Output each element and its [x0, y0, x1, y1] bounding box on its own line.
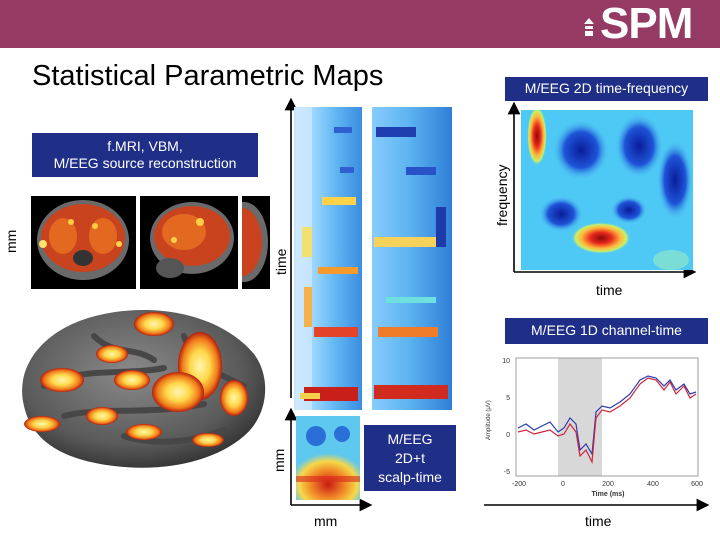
sagittal-slice-image — [140, 196, 238, 289]
time-frequency-map-image — [521, 110, 693, 270]
time-strip-y-axis-label: time — [273, 248, 289, 275]
channel-time-plot: Amplitude (μV) 10 5 0 -5 -200 0 200 400 … — [480, 350, 705, 500]
axial-slice-image — [242, 196, 270, 289]
scalp-y-axis-label: mm — [271, 448, 287, 472]
fmri-y-axis-label: mm — [3, 229, 19, 253]
scalp-time-label-box: M/EEG 2D+t scalp-time — [364, 425, 456, 491]
erp-y-tick: 10 — [502, 358, 510, 365]
erp-x-tick: 0 — [561, 481, 565, 488]
erp-x-tick: 600 — [691, 481, 703, 488]
fmri-label-box: f.MRI, VBM, M/EEG source reconstruction — [32, 133, 258, 177]
inflated-brain-surface-image — [22, 310, 266, 468]
time-frequency-x-axis-label: time — [596, 282, 623, 298]
channel-time-label-box: M/EEG 1D channel-time — [505, 318, 708, 344]
page-title: Statistical Parametric Maps — [32, 60, 384, 92]
erp-y-tick: 5 — [506, 395, 510, 402]
coronal-slice-image — [31, 196, 136, 289]
channel-time-plot-svg: Amplitude (μV) 10 5 0 -5 -200 0 200 400 … — [486, 357, 703, 498]
time-frequency-label-box: M/EEG 2D time-frequency — [505, 77, 708, 101]
time-strip-image-2 — [366, 107, 452, 410]
time-strip-image-1 — [294, 107, 362, 410]
erp-trace-blue — [517, 375, 697, 456]
scalp-time-map-image — [296, 416, 360, 500]
erp-y-tick: 0 — [506, 432, 510, 439]
spm-logo: SPM — [600, 0, 693, 48]
erp-y-axis-label: Amplitude (μV) — [486, 400, 492, 440]
channel-time-x-axis-label: time — [585, 513, 612, 529]
spm-mark-icon — [584, 18, 594, 36]
header-bar — [0, 0, 720, 48]
erp-x-tick: -200 — [512, 481, 526, 488]
erp-x-tick: 400 — [647, 481, 659, 488]
erp-x-tick: 200 — [602, 481, 614, 488]
erp-x-axis-label: Time (ms) — [592, 491, 625, 498]
time-frequency-y-axis-label: frequency — [494, 164, 510, 226]
scalp-x-axis-label: mm — [314, 513, 338, 529]
erp-trace-red — [517, 377, 697, 465]
erp-y-tick: -5 — [504, 469, 510, 476]
